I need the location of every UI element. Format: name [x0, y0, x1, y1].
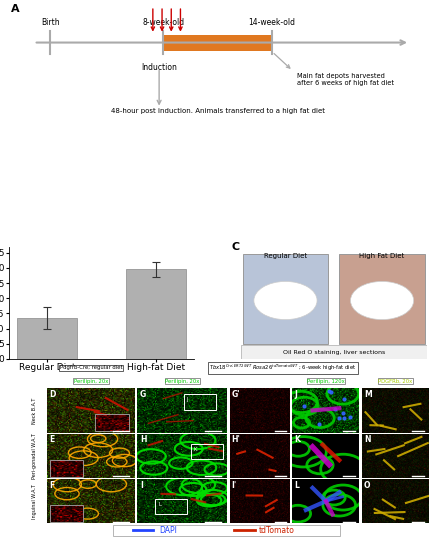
- Circle shape: [350, 282, 413, 319]
- Text: 48-hour post induction. Animals transferred to a high fat diet: 48-hour post induction. Animals transfer…: [111, 108, 324, 114]
- Text: I': I': [231, 481, 236, 490]
- Text: M: M: [363, 390, 371, 399]
- Text: I: I: [140, 481, 143, 490]
- Text: Main fat depots harvested
after 6 weeks of high fat diet: Main fat depots harvested after 6 weeks …: [296, 73, 393, 86]
- Bar: [163, 35, 271, 50]
- Text: L: L: [294, 481, 299, 490]
- Text: Perilipin, 20x: Perilipin, 20x: [74, 379, 108, 384]
- Text: G': G': [231, 390, 240, 399]
- Text: L: L: [158, 502, 161, 507]
- Bar: [240, 345, 426, 359]
- Text: 8-week-old: 8-week-old: [142, 18, 184, 27]
- Text: F: F: [49, 481, 55, 490]
- Text: High Fat Diet: High Fat Diet: [359, 253, 404, 259]
- Text: Oil Red O staining, liver sections: Oil Red O staining, liver sections: [282, 350, 384, 355]
- Text: DAPI: DAPI: [159, 526, 177, 535]
- Text: G: G: [140, 390, 146, 399]
- Text: Regular Diet: Regular Diet: [263, 253, 306, 259]
- Bar: [113, 525, 339, 536]
- Bar: [17, 318, 77, 359]
- Bar: [191, 444, 222, 459]
- Bar: [95, 414, 128, 431]
- Text: tdTomato: tdTomato: [258, 526, 294, 535]
- Bar: [184, 394, 215, 409]
- Text: Perilipin, 20x: Perilipin, 20x: [165, 379, 199, 384]
- Text: N: N: [363, 436, 370, 444]
- Bar: [155, 499, 186, 515]
- Text: $Tbx18^{Cre;ERT2/WT}$ $Rosa26^{tdTomato/WT}$ ; 6-week high-fat diet: $Tbx18^{Cre;ERT2/WT}$ $Rosa26^{tdTomato/…: [209, 363, 356, 373]
- Text: Neck B.A.T: Neck B.A.T: [31, 397, 37, 424]
- Text: PDGFRb, 20x: PDGFRb, 20x: [378, 379, 412, 384]
- Text: J: J: [294, 390, 297, 399]
- Text: K: K: [194, 447, 197, 452]
- Text: J: J: [186, 397, 188, 402]
- Text: D: D: [49, 390, 56, 399]
- Text: A: A: [11, 4, 19, 14]
- Bar: [126, 270, 186, 359]
- Text: Birth: Birth: [41, 18, 60, 27]
- Text: H': H': [231, 436, 240, 444]
- Bar: [49, 460, 83, 477]
- Text: H: H: [140, 436, 146, 444]
- Bar: [49, 505, 83, 522]
- Bar: [338, 254, 424, 344]
- Text: C: C: [231, 242, 239, 252]
- Text: Induction: Induction: [141, 63, 177, 72]
- Text: K: K: [294, 436, 300, 444]
- Bar: [242, 254, 328, 344]
- Text: 14-week-old: 14-week-old: [248, 18, 295, 27]
- Text: Peri-gonadal W.A.T: Peri-gonadal W.A.T: [31, 433, 37, 479]
- Text: O: O: [363, 481, 370, 490]
- Text: Inguinal W.A.T: Inguinal W.A.T: [31, 484, 37, 518]
- Text: E: E: [49, 436, 55, 444]
- Text: Pdgfrb-Cre; regular diet: Pdgfrb-Cre; regular diet: [59, 366, 122, 370]
- Circle shape: [253, 282, 316, 319]
- Text: Perilipin, 120x: Perilipin, 120x: [306, 379, 344, 384]
